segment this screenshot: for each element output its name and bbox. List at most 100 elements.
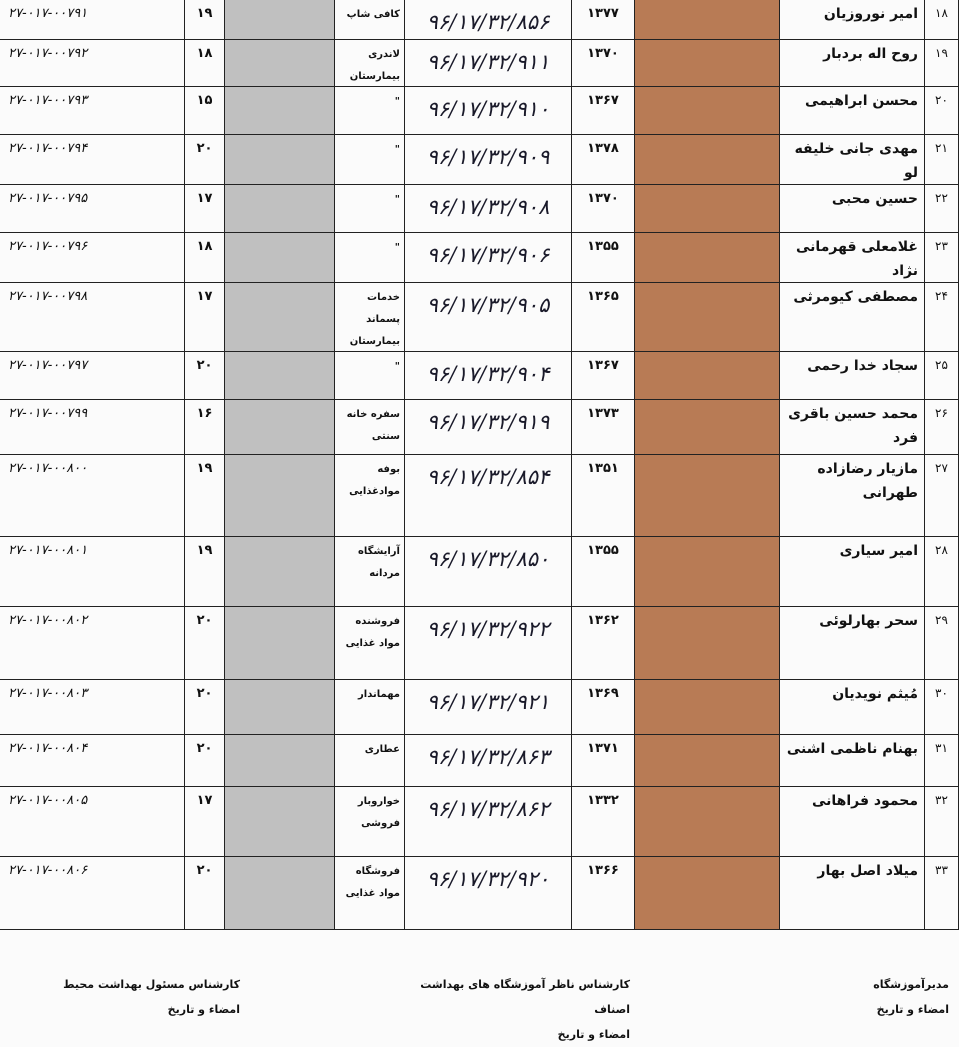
- signature-title: کارشناس ناظر آموزشگاه های بهداشت اصناف: [420, 978, 630, 1016]
- row-number: ۳۳: [925, 857, 959, 930]
- empty-cell: [635, 607, 780, 680]
- empty-cell: [635, 537, 780, 607]
- empty-cell: [635, 680, 780, 735]
- job: خواروبار فروشی: [335, 787, 405, 857]
- name: روح اله بردبار: [780, 40, 925, 87]
- score: ۲۰: [185, 135, 225, 185]
- handwritten-code: ۹۶/۱۷/۳۲/۹۰۹: [405, 135, 572, 185]
- certificate-number: ۲۷-۰۱۷-۰۰۷۹۴: [0, 135, 185, 185]
- empty-cell: [225, 40, 335, 87]
- signature-block: کارشناس مسئول بهداشت محیط امضاء و تاریخ: [40, 972, 240, 1022]
- handwritten-code: ۹۶/۱۷/۳۲/۸۵۰: [405, 537, 572, 607]
- score: ۱۸: [185, 233, 225, 283]
- certificate-number: ۲۷-۰۱۷-۰۰۷۹۶: [0, 233, 185, 283]
- handwritten-code: ۹۶/۱۷/۳۲/۹۰۵: [405, 283, 572, 352]
- score: ۱۷: [185, 185, 225, 233]
- handwritten-code: ۹۶/۱۷/۳۲/۹۲۰: [405, 857, 572, 930]
- signature-title: کارشناس مسئول بهداشت محیط: [63, 978, 240, 991]
- score: ۲۰: [185, 680, 225, 735]
- birth-year: ۱۳۶۷: [572, 87, 635, 135]
- certificate-number: ۲۷-۰۱۷-۰۰۷۹۸: [0, 283, 185, 352]
- birth-year: ۱۳۷۰: [572, 40, 635, 87]
- empty-cell: [635, 135, 780, 185]
- certificate-number: ۲۷-۰۱۷-۰۰۸۰۳: [0, 680, 185, 735]
- birth-year: ۱۳۷۰: [572, 185, 635, 233]
- job: لاندری بیمارستان: [335, 40, 405, 87]
- gray-column: [225, 0, 335, 930]
- birth-year: ۱۳۷۱: [572, 735, 635, 787]
- empty-cell: [225, 537, 335, 607]
- name: میلاد اصل بهار: [780, 857, 925, 930]
- row-number: ۳۱: [925, 735, 959, 787]
- certificate-number: ۲۷-۰۱۷-۰۰۸۰۲: [0, 607, 185, 680]
- row-number: ۲۰: [925, 87, 959, 135]
- handwritten-code: ۹۶/۱۷/۳۲/۸۶۳: [405, 735, 572, 787]
- certificate-number: ۲۷-۰۱۷-۰۰۸۰۵: [0, 787, 185, 857]
- handwritten-code: ۹۶/۱۷/۳۲/۹۱۱: [405, 40, 572, 87]
- certificate-number: ۲۷-۰۱۷-۰۰۸۰۰: [0, 455, 185, 537]
- job: خدمات پسماند بیمارستان: [335, 283, 405, 352]
- birth-year: ۱۳۷۸: [572, 135, 635, 185]
- empty-cell: [225, 0, 335, 40]
- handwritten-code: ۹۶/۱۷/۳۲/۹۰۴: [405, 352, 572, 400]
- score: ۱۶: [185, 400, 225, 455]
- job: مهماندار: [335, 680, 405, 735]
- birth-year: ۱۳۳۲: [572, 787, 635, 857]
- row-number: ۲۵: [925, 352, 959, 400]
- handwritten-code: ۹۶/۱۷/۳۲/۹۰۶: [405, 233, 572, 283]
- row-number: ۲۴: [925, 283, 959, 352]
- name: سجاد خدا رحمی: [780, 352, 925, 400]
- empty-cell: [225, 135, 335, 185]
- signature-block: کارشناس ناظر آموزشگاه های بهداشت اصناف ام…: [390, 972, 630, 1047]
- signature-caption: امضاء و تاریخ: [167, 1003, 240, 1016]
- row-number: ۱۸: [925, 0, 959, 40]
- score: ۱۵: [185, 87, 225, 135]
- certificate-number: ۲۷-۰۱۷-۰۰۷۹۷: [0, 352, 185, 400]
- birth-year: ۱۳۷۷: [572, 0, 635, 40]
- name: محسن ابراهیمی: [780, 87, 925, 135]
- row-number: ۱۹: [925, 40, 959, 87]
- certificate-number: ۲۷-۰۱۷-۰۰۷۹۲: [0, 40, 185, 87]
- empty-cell: [225, 400, 335, 455]
- score: ۲۰: [185, 735, 225, 787]
- job: فروشنده مواد غذایی: [335, 607, 405, 680]
- empty-cell: [635, 857, 780, 930]
- empty-cell: [635, 735, 780, 787]
- empty-cell: [225, 787, 335, 857]
- row-number: ۲۸: [925, 537, 959, 607]
- score: ۱۹: [185, 455, 225, 537]
- name: مازیار رضازاده طهرانی: [780, 455, 925, 537]
- name: محمود فراهانی: [780, 787, 925, 857]
- job: ": [335, 352, 405, 400]
- signature-title: مدیرآموزشگاه: [873, 978, 949, 991]
- name: مصطفی کیومرثی: [780, 283, 925, 352]
- empty-cell: [225, 735, 335, 787]
- empty-cell: [635, 787, 780, 857]
- birth-year: ۱۳۶۷: [572, 352, 635, 400]
- row-number: ۳۰: [925, 680, 959, 735]
- empty-cell: [635, 233, 780, 283]
- certificate-number: ۲۷-۰۱۷-۰۰۷۹۱: [0, 0, 185, 40]
- empty-cell: [225, 680, 335, 735]
- handwritten-code: ۹۶/۱۷/۳۲/۹۲۱: [405, 680, 572, 735]
- job: آرایشگاه مردانه: [335, 537, 405, 607]
- row-number: ۲۲: [925, 185, 959, 233]
- score: ۱۹: [185, 537, 225, 607]
- row-number: ۲۹: [925, 607, 959, 680]
- score: ۱۷: [185, 787, 225, 857]
- birth-year: ۱۳۶۲: [572, 607, 635, 680]
- certificate-number: ۲۷-۰۱۷-۰۰۸۰۶: [0, 857, 185, 930]
- empty-cell: [225, 607, 335, 680]
- empty-cell: [225, 87, 335, 135]
- birth-year: ۱۳۵۵: [572, 537, 635, 607]
- score: ۱۹: [185, 0, 225, 40]
- job: عطاری: [335, 735, 405, 787]
- job: فروشگاه مواد غذایی: [335, 857, 405, 930]
- empty-cell: [225, 185, 335, 233]
- name: مهدی جانی خلیفه لو: [780, 135, 925, 185]
- empty-cell: [635, 283, 780, 352]
- brown-column: [635, 0, 780, 930]
- job: بوفه موادغذایی: [335, 455, 405, 537]
